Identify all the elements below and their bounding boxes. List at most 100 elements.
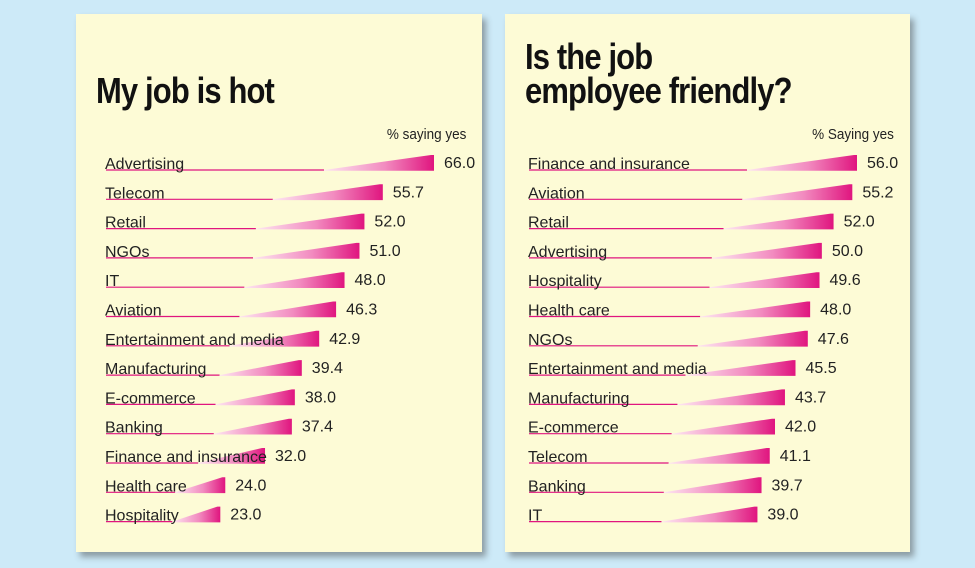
category-label: Manufacturing (105, 361, 206, 378)
bar (198, 448, 266, 464)
bar-row: IT 39.0 (528, 506, 799, 525)
bar-row: Telecom 55.7 (105, 184, 424, 202)
category-label: E-commerce (528, 420, 619, 437)
bar-row: Health care 48.0 (528, 301, 851, 320)
bar-row: Health care 24.0 (105, 477, 267, 495)
bar-row: Finance and insurance 32.0 (105, 448, 306, 466)
unit-label: % Saying yes (812, 126, 894, 143)
bar (668, 448, 770, 464)
bar-row: Advertising 66.0 (105, 155, 475, 173)
bar (671, 418, 775, 435)
bar-row: Retail 52.0 (105, 213, 406, 232)
bar (239, 301, 337, 318)
chart-title: Is the job employee friendly? (525, 39, 793, 111)
value-label: 41.1 (780, 448, 811, 465)
value-label: 52.0 (374, 214, 405, 231)
value-label: 39.7 (772, 477, 803, 494)
bar-row: Entertainment and media 45.5 (528, 360, 837, 378)
bar (677, 389, 785, 406)
bar-row: E-commerce 42.0 (528, 418, 816, 437)
category-label: Aviation (528, 185, 585, 202)
bar-chart-right: Finance and insurance 56.0 Aviation 55.2 Ret… (528, 155, 898, 525)
bar-row: IT 48.0 (105, 272, 386, 290)
value-label: 42.0 (785, 419, 816, 436)
bar-row: Banking 37.4 (105, 418, 333, 437)
bar (244, 272, 345, 288)
bar (742, 184, 853, 201)
bar-row: Hospitality 23.0 (105, 506, 262, 525)
category-label: NGOs (528, 332, 572, 349)
value-label: 49.6 (830, 272, 861, 289)
unit-label: % saying yes (386, 126, 466, 143)
bar (229, 330, 320, 347)
bar-row: Aviation 46.3 (105, 301, 377, 320)
category-label: Hospitality (105, 508, 179, 525)
bar (255, 213, 365, 230)
category-label: IT (528, 508, 542, 525)
bar (253, 242, 360, 259)
value-label: 66.0 (444, 155, 475, 172)
bar (711, 242, 822, 259)
category-label: Telecom (105, 185, 165, 202)
value-label: 39.0 (767, 507, 798, 524)
bar (215, 389, 295, 406)
bar (747, 155, 857, 171)
value-label: 32.0 (275, 448, 306, 465)
category-label: NGOs (105, 244, 149, 261)
bar-row: NGOs 47.6 (528, 330, 849, 349)
category-label: Retail (528, 215, 569, 232)
bar-row: Retail 52.0 (528, 213, 875, 232)
bar (663, 477, 762, 494)
category-label: Entertainment and media (528, 361, 707, 378)
bar (219, 360, 302, 376)
category-label: Advertising (105, 156, 184, 173)
bar (213, 418, 292, 435)
category-label: Health care (105, 478, 187, 495)
bar-row: E-commerce 38.0 (105, 389, 336, 407)
bar-row: Entertainment and media 42.9 (105, 330, 360, 349)
category-label: Banking (105, 420, 163, 437)
bar (661, 506, 758, 523)
value-label: 55.7 (393, 184, 424, 201)
value-label: 23.0 (230, 507, 261, 524)
category-label: Banking (528, 478, 586, 495)
bar (723, 213, 834, 230)
bar (697, 330, 808, 347)
value-label: 39.4 (312, 360, 343, 377)
bar (709, 272, 820, 288)
value-label: 51.0 (369, 243, 400, 260)
bar (175, 477, 226, 494)
bar (700, 301, 811, 318)
bar (324, 155, 434, 171)
bar-row: Telecom 41.1 (528, 448, 811, 466)
bar (685, 360, 796, 376)
value-label: 52.0 (844, 214, 875, 231)
bar-row: Advertising 50.0 (528, 242, 863, 261)
value-label: 50.0 (832, 243, 863, 260)
category-label: IT (105, 273, 119, 290)
value-label: 55.2 (862, 184, 893, 201)
value-label: 24.0 (235, 477, 266, 494)
category-label: Finance and insurance (105, 449, 267, 466)
category-label: Advertising (528, 244, 607, 261)
value-label: 46.3 (346, 302, 377, 319)
bar-row: Manufacturing 43.7 (528, 389, 826, 407)
category-label: Health care (528, 303, 610, 320)
bar-row: Finance and insurance 56.0 (528, 155, 898, 173)
chart-panel-right: Is the job employee friendly? % Saying y… (505, 14, 910, 552)
value-label: 45.5 (806, 360, 837, 377)
bar (272, 184, 383, 201)
value-label: 48.0 (355, 272, 386, 289)
chart-panel-left: My job is hot % saying yes Advertising 66… (76, 14, 482, 552)
bar-row: Manufacturing 39.4 (105, 360, 343, 378)
value-label: 43.7 (795, 389, 826, 406)
category-label: Telecom (528, 449, 588, 466)
value-label: 48.0 (820, 302, 851, 319)
bar-chart-left: Advertising 66.0 Telecom 55.7 Retail 52.0 NGOs… (105, 155, 475, 525)
category-label: E-commerce (105, 390, 196, 407)
category-label: Entertainment and media (105, 332, 284, 349)
bar-row: NGOs 51.0 (105, 242, 401, 261)
category-label: Hospitality (528, 273, 602, 290)
chart-title-line-1: Is the job (525, 36, 653, 77)
chart-title-line-2: employee friendly? (525, 70, 793, 111)
